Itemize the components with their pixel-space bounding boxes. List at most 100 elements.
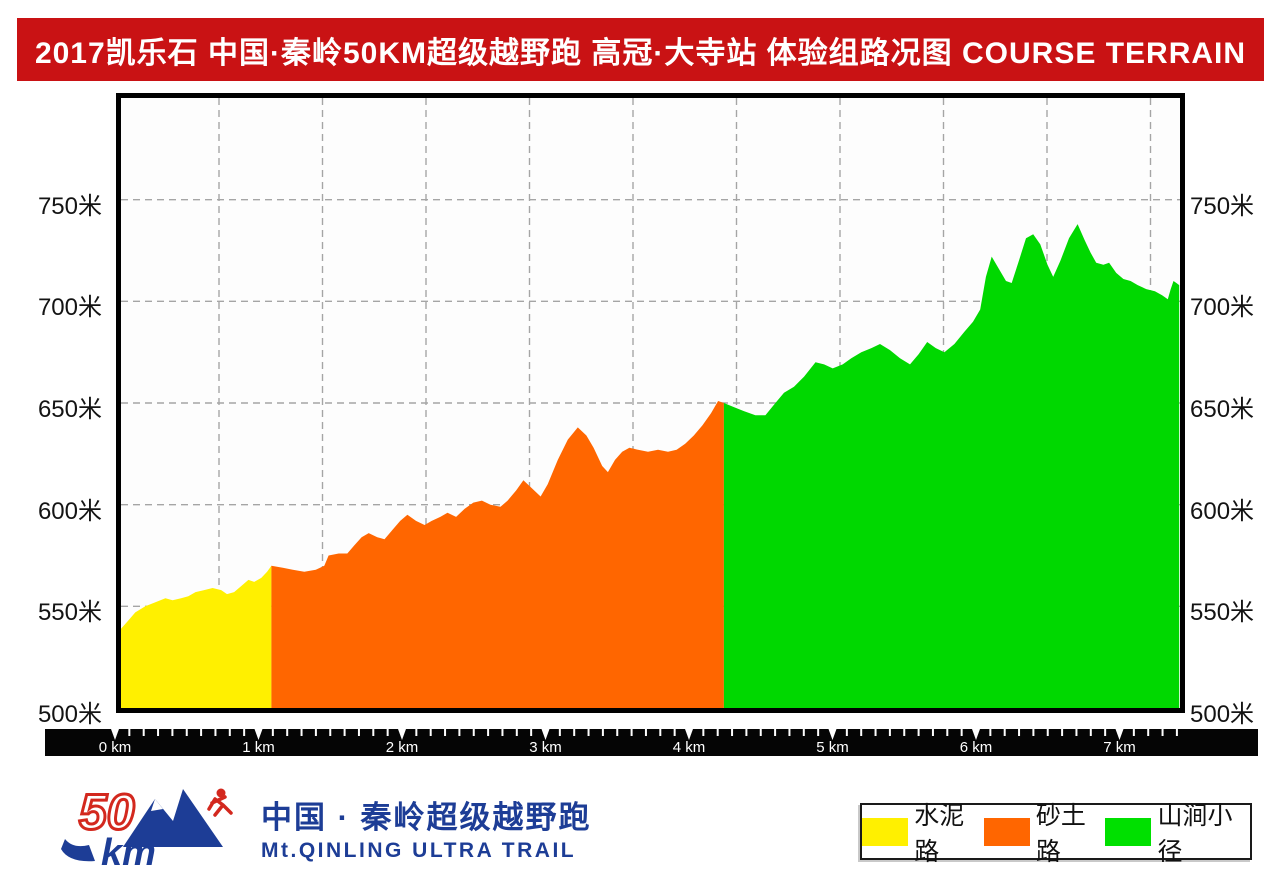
km-minor-tick xyxy=(874,729,877,736)
km-minor-tick xyxy=(372,729,375,736)
km-minor-tick xyxy=(659,729,662,736)
km-minor-tick xyxy=(343,729,346,736)
y-tick-label-right-650: 650米 xyxy=(1190,396,1255,423)
km-minor-tick xyxy=(171,729,174,736)
km-minor-tick xyxy=(702,729,705,736)
km-minor-tick xyxy=(286,729,289,736)
km-minor-tick xyxy=(357,729,360,736)
km-label: 6 km xyxy=(960,739,993,756)
y-tick-label-left-550: 550米 xyxy=(37,599,102,627)
y-tick-label-right-550: 550米 xyxy=(1190,599,1255,627)
km-minor-tick xyxy=(745,729,748,736)
km-major-tick xyxy=(541,729,550,740)
legend-label: 砂土路 xyxy=(1035,801,1086,866)
y-tick-label-right-600: 600米 xyxy=(1190,497,1255,525)
legend-label: 水泥路 xyxy=(914,801,965,866)
km-minor-tick xyxy=(845,729,848,736)
y-tick-label-right-700: 700米 xyxy=(1190,294,1255,322)
logo-50-text: 50 xyxy=(79,784,135,840)
legend-item-2: 砂土路 xyxy=(983,796,1106,868)
km-minor-tick xyxy=(458,729,461,736)
km-label: 5 km xyxy=(816,739,849,756)
km-minor-tick xyxy=(587,729,590,736)
km-minor-tick xyxy=(314,729,317,736)
km-minor-tick xyxy=(946,729,949,736)
km-minor-tick xyxy=(989,729,992,736)
km-minor-tick xyxy=(530,729,533,736)
km-major-tick xyxy=(254,729,263,740)
km-minor-tick xyxy=(1075,729,1078,736)
km-label: 2 km xyxy=(386,739,419,756)
km-major-tick xyxy=(111,729,119,740)
km-minor-tick xyxy=(487,729,490,736)
km-minor-tick xyxy=(1032,729,1035,736)
km-minor-tick xyxy=(429,729,432,736)
logo-title-cn: 中国 · 秦岭超级越野跑 xyxy=(261,799,592,835)
km-major-tick xyxy=(398,729,406,740)
mountain-icon xyxy=(123,789,223,847)
km-minor-tick xyxy=(243,729,246,736)
km-minor-tick xyxy=(673,729,676,736)
event-logo: 50 km 中国 · 秦岭超级越野跑 Mt.QINLING ULTRA TRAI… xyxy=(55,783,592,871)
legend-swatch xyxy=(862,817,909,846)
legend-label: 山涧小径 xyxy=(1157,801,1233,866)
km-minor-tick xyxy=(917,729,920,736)
y-tick-label-right-500: 500米 xyxy=(1190,701,1255,728)
km-minor-tick xyxy=(644,729,647,736)
y-tick-label-left-600: 600米 xyxy=(37,497,102,525)
km-minor-tick xyxy=(200,729,203,736)
legend-swatch xyxy=(983,817,1030,846)
km-major-tick xyxy=(1115,729,1124,740)
km-minor-tick xyxy=(128,729,131,736)
y-tick-label-right-750: 750米 xyxy=(1190,192,1255,220)
legend-swatch xyxy=(1105,817,1152,846)
legend-item-3: 山涧小径 xyxy=(1105,796,1250,868)
km-label: 4 km xyxy=(673,739,706,756)
km-minor-tick xyxy=(185,729,188,736)
km-major-tick xyxy=(972,729,980,740)
elevation-chart-svg xyxy=(121,98,1180,708)
km-minor-tick xyxy=(329,729,332,736)
km-minor-tick xyxy=(731,729,734,736)
km-minor-tick xyxy=(271,729,274,736)
km-minor-tick xyxy=(817,729,820,736)
km-minor-tick xyxy=(444,729,447,736)
km-minor-tick xyxy=(142,729,145,736)
km-minor-tick xyxy=(1104,729,1107,736)
y-tick-label-left-650: 650米 xyxy=(37,396,102,423)
km-minor-tick xyxy=(759,729,762,736)
km-minor-tick xyxy=(515,729,518,736)
km-minor-tick xyxy=(1147,729,1150,736)
km-minor-tick xyxy=(601,729,604,736)
km-minor-tick xyxy=(1161,729,1164,736)
km-label: 7 km xyxy=(1103,739,1136,756)
km-minor-tick xyxy=(300,729,303,736)
legend-item-1: 水泥路 xyxy=(862,796,984,868)
km-minor-tick xyxy=(573,729,576,736)
logo-title-en: Mt.QINLING ULTRA TRAIL xyxy=(261,838,577,862)
logo-km-text: km xyxy=(101,832,156,871)
elevation-chart xyxy=(116,93,1185,713)
km-minor-tick xyxy=(472,729,475,736)
km-major-tick xyxy=(685,729,693,740)
terrain-area-2 xyxy=(271,401,724,708)
km-minor-tick xyxy=(1132,729,1135,736)
km-minor-tick xyxy=(386,729,389,736)
km-minor-tick xyxy=(630,729,633,736)
km-minor-tick xyxy=(1003,729,1006,736)
km-minor-tick xyxy=(501,729,504,736)
km-label: 0 km xyxy=(99,739,132,756)
km-minor-tick xyxy=(558,729,561,736)
km-label: 3 km xyxy=(529,739,562,756)
km-minor-tick xyxy=(931,729,934,736)
runner-icon xyxy=(207,788,233,817)
km-major-tick xyxy=(828,729,837,740)
km-minor-tick xyxy=(616,729,619,736)
km-minor-tick xyxy=(1061,729,1064,736)
km-minor-tick xyxy=(415,729,418,736)
terrain-legend: 水泥路 砂土路 山涧小径 xyxy=(860,802,1252,866)
y-tick-label-left-750: 750米 xyxy=(37,192,102,220)
km-minor-tick xyxy=(960,729,963,736)
km-minor-tick xyxy=(888,729,891,736)
